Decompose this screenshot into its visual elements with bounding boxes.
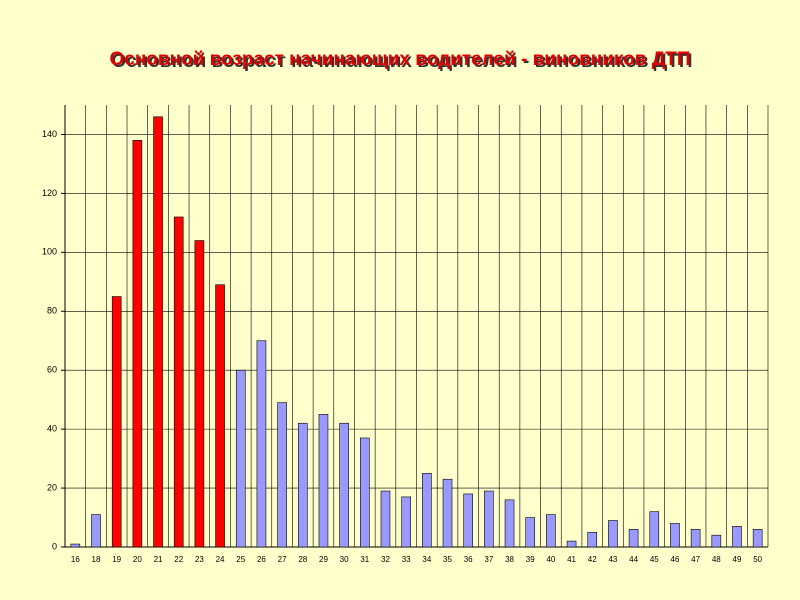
bar (339, 422, 349, 548)
x-tick-label: 36 (464, 555, 473, 564)
x-tick-label: 32 (381, 555, 390, 564)
x-tick-label: 35 (443, 555, 452, 564)
x-tick-label: 40 (546, 555, 555, 564)
bar (132, 140, 143, 548)
bar (525, 517, 536, 548)
y-tick-label: 100 (42, 247, 57, 257)
bar (670, 523, 680, 548)
x-tick-label: 16 (71, 555, 80, 564)
x-tick-label: 22 (174, 555, 183, 564)
bar (111, 296, 122, 548)
bar (215, 284, 225, 548)
bar (153, 116, 163, 548)
x-tick-label: 38 (505, 555, 514, 564)
x-tick-label: 19 (112, 555, 121, 564)
bar (318, 414, 329, 548)
bar (690, 529, 701, 548)
bar (297, 422, 308, 548)
bar (360, 437, 370, 548)
x-tick-label: 23 (195, 555, 204, 564)
y-tick-label: 120 (42, 188, 57, 198)
chart-title: Основной возраст начинающих водителей - … (109, 49, 690, 70)
y-tick-label: 80 (47, 306, 57, 316)
x-tick-label: 21 (154, 555, 163, 564)
x-tick-label: 18 (92, 555, 101, 564)
bar (628, 529, 639, 548)
bar (587, 531, 598, 548)
bar (546, 514, 556, 548)
x-tick-label: 42 (588, 555, 597, 564)
bar (380, 490, 391, 548)
x-tick-label: 45 (650, 555, 659, 564)
x-tick-label: 33 (402, 555, 411, 564)
bar (649, 511, 660, 548)
y-tick-label: 140 (42, 129, 57, 139)
bar (401, 496, 411, 548)
bar (442, 478, 453, 548)
x-tick-label: 31 (360, 555, 369, 564)
x-tick-label: 24 (216, 555, 225, 564)
bar (608, 520, 618, 548)
bar (566, 540, 577, 548)
bar (70, 543, 81, 548)
x-tick-label: 37 (484, 555, 493, 564)
x-tick-label: 50 (753, 555, 762, 564)
bar (504, 499, 515, 548)
y-tick-label: 40 (47, 424, 57, 434)
bar (173, 216, 184, 548)
bar (732, 526, 742, 548)
y-tick-label: 20 (47, 482, 57, 492)
bar (752, 529, 763, 548)
x-tick-label: 49 (733, 555, 742, 564)
bar (484, 490, 494, 548)
x-tick-label: 43 (608, 555, 617, 564)
bar (711, 534, 722, 548)
x-tick-label: 28 (298, 555, 307, 564)
bar (463, 493, 473, 548)
x-tick-label: 29 (319, 555, 328, 564)
x-tick-label: 46 (671, 555, 680, 564)
x-tick-label: 27 (278, 555, 287, 564)
bar (256, 340, 267, 548)
y-tick-label: 60 (47, 365, 57, 375)
bar (91, 514, 101, 548)
x-tick-label: 48 (712, 555, 721, 564)
x-tick-label: 41 (567, 555, 576, 564)
x-tick-label: 25 (236, 555, 245, 564)
y-tick-label: 0 (52, 541, 57, 551)
bar (277, 402, 287, 548)
x-tick-label: 30 (340, 555, 349, 564)
x-tick-label: 26 (257, 555, 266, 564)
x-tick-label: 20 (133, 555, 142, 564)
x-tick-label: 47 (691, 555, 700, 564)
bar (235, 369, 246, 548)
x-tick-label: 34 (422, 555, 431, 564)
bar (194, 240, 205, 548)
x-tick-label: 39 (526, 555, 535, 564)
bar (422, 473, 432, 548)
x-tick-label: 44 (629, 555, 638, 564)
chart-title-shadow: Основной возраст начинающих водителей - … (111, 51, 692, 72)
